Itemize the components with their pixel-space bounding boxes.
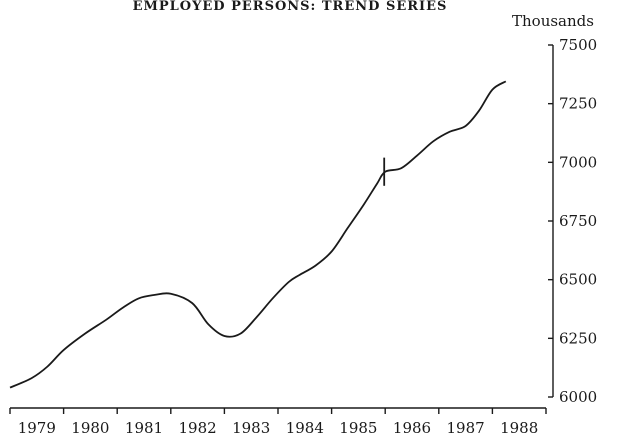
y-tick-label: 7250 — [559, 95, 597, 113]
plot-area — [9, 80, 507, 389]
y-tick-label: 7500 — [559, 36, 597, 54]
x-tick-label: 1985 — [339, 419, 377, 437]
y-tick-label: 7000 — [559, 153, 597, 171]
y-tick-label: 6750 — [559, 212, 597, 230]
x-tick-label: 1984 — [286, 419, 324, 437]
x-tick-label: 1988 — [500, 419, 538, 437]
x-tick-label: 1980 — [71, 419, 109, 437]
series-line — [9, 80, 507, 389]
x-axis: 1979 1980 1981 1982 1983 1984 1985 1986 1987 1988 — [9, 407, 547, 437]
x-tick-label: 1979 — [18, 419, 56, 437]
x-tick-label: 1981 — [125, 419, 163, 437]
y-tick-label: 6000 — [559, 388, 597, 406]
x-tick-label: 1983 — [232, 419, 270, 437]
y-axis: 7500 7250 7000 6750 6500 6250 6000 — [548, 36, 597, 406]
x-tick-label: 1982 — [179, 419, 217, 437]
x-tick-label: 1986 — [393, 419, 431, 437]
chart-title: EMPLOYED PERSONS: TREND SERIES — [133, 0, 448, 14]
y-tick-label: 6250 — [559, 329, 597, 347]
y-tick-label: 6500 — [559, 271, 597, 289]
y-axis-unit-label: Thousands — [512, 12, 594, 30]
x-tick-label: 1987 — [447, 419, 485, 437]
